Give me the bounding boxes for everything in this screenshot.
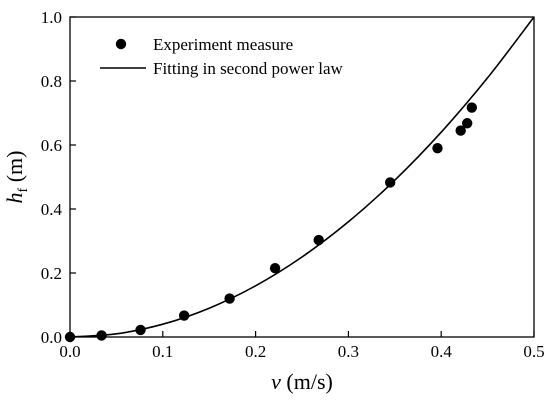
legend-label-fitting: Fitting in second power law	[153, 59, 344, 78]
data-point	[178, 310, 190, 321]
x-tick-label: 0.3	[338, 342, 359, 361]
y-axis-unit: (m)	[2, 151, 27, 188]
x-axis-unit: (m/s)	[281, 369, 333, 394]
y-tick-label: 0.2	[41, 264, 62, 283]
data-point	[224, 293, 235, 304]
legend-label-experiment: Experiment measure	[153, 35, 293, 54]
y-axis-variable: h	[2, 192, 27, 203]
data-point	[269, 263, 281, 274]
x-tick-label: 0.2	[245, 342, 266, 361]
data-point	[313, 234, 324, 246]
y-tick-label: 0.0	[41, 328, 62, 347]
data-point	[384, 177, 396, 188]
data-point	[432, 143, 443, 154]
x-tick-label: 0.1	[152, 342, 173, 361]
x-tick-label: 0.0	[59, 342, 80, 361]
marks-layer	[64, 16, 535, 343]
y-tick-label: 0.8	[41, 72, 62, 91]
x-tick-label: 0.5	[523, 342, 544, 361]
ticks-layer: 0.0 0.1 0.2 0.3 0.4 0.5 0.0 0.2 0.4 0.6 0.8 1.0	[41, 8, 545, 361]
data-point	[96, 330, 107, 341]
legend-marker-experiment	[115, 38, 127, 50]
legend: Experiment measure Fitting in second pow…	[100, 35, 344, 78]
y-axis-subscript: f	[16, 187, 31, 192]
fit-curve	[69, 16, 535, 338]
data-point	[455, 125, 466, 136]
y-tick-label: 0.6	[41, 136, 62, 155]
y-axis-title: hf (m)	[2, 151, 31, 204]
data-point	[461, 118, 473, 129]
x-axis-variable: v	[271, 369, 281, 394]
x-axis-title: v (m/s)	[271, 369, 333, 394]
y-tick-label: 1.0	[41, 8, 62, 27]
y-tick-label: 0.4	[41, 200, 63, 219]
data-point	[466, 102, 478, 113]
x-tick-label: 0.4	[431, 342, 453, 361]
plot-frame	[69, 16, 535, 338]
data-point	[135, 324, 146, 336]
